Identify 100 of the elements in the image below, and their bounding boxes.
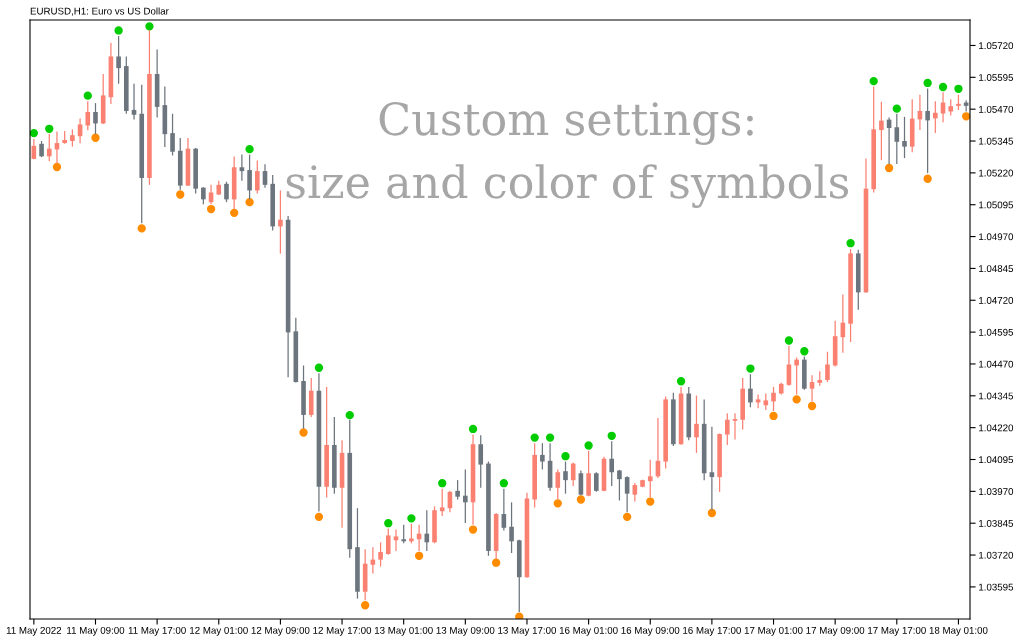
candlestick [85, 100, 91, 131]
point [676, 377, 686, 386]
point [553, 499, 562, 508]
y-tick-label: 1.04470 [979, 360, 1014, 368]
candlestick [463, 468, 468, 524]
y-tick-label: 1.04845 [979, 265, 1014, 273]
candlestick [378, 541, 383, 568]
annotation: Custom settings: [379, 102, 753, 145]
point [923, 174, 932, 183]
candlestick [131, 83, 137, 121]
candlestick [902, 116, 907, 159]
candlestick [570, 461, 576, 487]
point [137, 224, 146, 233]
candlestick [278, 189, 283, 255]
candlestick [609, 440, 615, 487]
point [245, 145, 254, 154]
point [784, 336, 794, 345]
x-tick-label: 11 May 2022 [6, 626, 62, 636]
candlestick [879, 101, 884, 161]
y-tick-label: 1.05345 [979, 137, 1014, 145]
y-tick-label: 1.05220 [979, 169, 1014, 177]
candlestick [439, 488, 445, 517]
candlestick [825, 351, 830, 383]
candlestick [116, 35, 121, 85]
point [52, 162, 62, 172]
point [245, 198, 254, 207]
point [314, 512, 324, 521]
candlestick [694, 394, 699, 454]
point [407, 514, 416, 523]
point [892, 104, 901, 113]
y-tick-label: 1.04220 [979, 424, 1014, 432]
x-tick-label: 17 May 01:00 [744, 626, 803, 636]
point [91, 133, 100, 142]
point [30, 128, 39, 138]
point [530, 433, 539, 442]
point [468, 525, 478, 534]
candlestick [424, 509, 430, 552]
candlestick [594, 471, 599, 493]
point [438, 479, 447, 488]
point [961, 112, 970, 121]
x-tick-label: 13 May 09:00 [436, 626, 495, 636]
chart-title: EURUSD,H1: Euro vs US Dollar [30, 7, 169, 16]
candlestick [748, 373, 753, 408]
candlestick [724, 412, 730, 446]
x-tick-label: 17 May 17:00 [868, 626, 926, 636]
point [576, 495, 586, 504]
x-tick-label: 12 May 17:00 [313, 626, 372, 636]
candlestick [455, 479, 460, 501]
point [499, 479, 509, 488]
x-tick-label: 11 May 17:00 [128, 626, 186, 636]
y-tick-label: 1.04595 [979, 328, 1014, 336]
x-tick-label: 11 May 09:00 [67, 626, 125, 636]
candlestick [170, 113, 175, 157]
candlestick [478, 434, 484, 489]
point [746, 364, 755, 373]
x-tick-label: 13 May 01:00 [374, 626, 433, 636]
point [584, 441, 593, 450]
point [646, 497, 655, 506]
point [176, 190, 185, 199]
candlestick [894, 113, 900, 165]
annotation: size and color of symbols [286, 164, 849, 208]
point [45, 124, 54, 133]
candlestick [401, 524, 406, 544]
y-tick-label: 1.03595 [979, 583, 1014, 591]
x-tick-label: 17 May 09:00 [806, 626, 865, 636]
point [491, 558, 501, 567]
y-tick-label: 1.05720 [979, 42, 1014, 50]
point [145, 22, 154, 31]
y-tick-label: 1.03970 [979, 488, 1014, 495]
y-tick-label: 1.05470 [979, 105, 1014, 113]
y-tick-label: 1.05095 [979, 201, 1014, 209]
point [884, 163, 894, 173]
x-tick-label: 18 May 01:00 [929, 626, 988, 636]
point [769, 411, 778, 421]
point [384, 519, 393, 528]
y-tick-label: 1.05595 [979, 74, 1014, 81]
candlestick [732, 412, 738, 441]
point [561, 452, 570, 461]
point [468, 424, 478, 434]
point [954, 84, 963, 93]
x-tick-label: 13 May 17:00 [498, 626, 557, 636]
x-tick-label: 12 May 09:00 [251, 626, 310, 636]
y-tick-label: 1.04970 [979, 233, 1014, 241]
point [622, 512, 632, 521]
candlestick [409, 523, 414, 544]
point [938, 82, 948, 92]
candlestick [771, 386, 776, 412]
candlestick [224, 181, 229, 203]
y-tick-label: 1.04095 [979, 456, 1014, 464]
point [707, 508, 717, 518]
point [923, 78, 932, 88]
point [83, 91, 92, 100]
x-tick-label: 16 May 01:00 [559, 626, 618, 636]
candlestick [540, 442, 545, 471]
y-tick-label: 1.04345 [979, 392, 1014, 400]
point [345, 411, 354, 420]
candlestick [586, 450, 591, 497]
y-tick-label: 1.03845 [979, 519, 1014, 527]
point [206, 204, 216, 214]
y-tick-label: 1.03720 [979, 551, 1014, 559]
